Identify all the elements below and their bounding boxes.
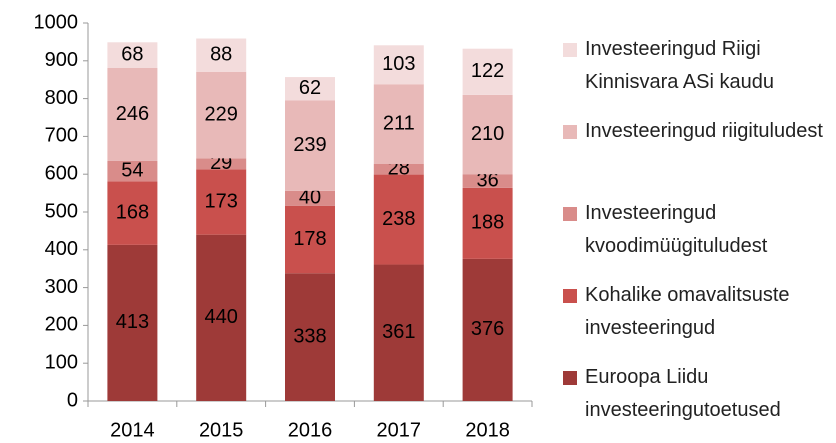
- data-label: 103: [382, 53, 415, 75]
- y-tick-label: 800: [45, 87, 78, 109]
- legend-swatch: [563, 43, 577, 57]
- data-label: 178: [293, 228, 326, 250]
- y-tick-label: 200: [45, 314, 78, 336]
- y-tick-label: 300: [45, 276, 78, 298]
- y-tick-label: 1000: [34, 11, 79, 33]
- bar-segment: [462, 48, 513, 95]
- bar-segment: [107, 160, 158, 182]
- data-label: 210: [471, 123, 504, 145]
- bar-segment: [462, 187, 513, 259]
- data-label: 88: [210, 43, 232, 65]
- data-label: 229: [205, 103, 238, 125]
- data-label: 188: [471, 212, 504, 234]
- bar-segment: [373, 264, 424, 401]
- data-label: 376: [471, 318, 504, 340]
- bar-segment: [285, 100, 335, 191]
- bar-segment: [373, 84, 424, 164]
- bar-segment: [462, 94, 513, 175]
- y-tick-label: 400: [45, 238, 78, 260]
- data-label: 173: [205, 190, 238, 212]
- legend-label: Investeeringud kvoodimüügituludest: [585, 202, 768, 257]
- legend-swatch: [563, 371, 577, 385]
- bar-segment: [107, 42, 158, 68]
- x-tick-label: 2014: [110, 419, 155, 441]
- bar-segment: [107, 181, 158, 245]
- data-label: 62: [299, 77, 321, 99]
- y-tick-label: 0: [67, 389, 78, 411]
- x-tick-label: 2017: [377, 419, 422, 441]
- data-label: 68: [121, 43, 143, 65]
- bar-segment: [107, 244, 158, 401]
- x-tick-label: 2016: [288, 419, 333, 441]
- bar-segment: [196, 71, 247, 159]
- legend-label: Investeeringud riigituludest: [585, 120, 823, 142]
- bar-segment: [462, 258, 513, 401]
- bar-segment: [373, 174, 424, 265]
- y-tick-label: 900: [45, 49, 78, 71]
- data-label: 40: [299, 187, 321, 209]
- bar-segment: [373, 45, 424, 85]
- bar-segment: [196, 158, 247, 170]
- bar-segment: [196, 38, 247, 72]
- bar-segment: [285, 190, 335, 206]
- legend-swatch: [563, 125, 577, 139]
- bar-segment: [196, 234, 247, 401]
- bar-segment: [462, 174, 513, 188]
- data-label: 239: [293, 134, 326, 156]
- bar-segment: [285, 77, 335, 101]
- bar-segment: [373, 163, 424, 175]
- x-tick-label: 2015: [199, 419, 244, 441]
- y-tick-label: 500: [45, 200, 78, 222]
- data-label: 338: [293, 325, 326, 347]
- data-label: 36: [476, 169, 498, 191]
- data-label: 122: [471, 60, 504, 82]
- data-label: 413: [116, 311, 149, 333]
- legend-label: Euroopa Liidu investeeringutoetused: [585, 366, 781, 421]
- legend-label: Investeeringud Riigi Kinnisvara ASi kaud…: [585, 38, 775, 93]
- data-label: 211: [383, 112, 415, 134]
- data-label: 246: [116, 103, 149, 125]
- y-tick-label: 600: [45, 162, 78, 184]
- bar-segment: [196, 169, 247, 235]
- y-tick-label: 700: [45, 125, 78, 147]
- y-tick-label: 100: [45, 351, 78, 373]
- data-label: 168: [116, 201, 149, 223]
- bar-segment: [285, 205, 335, 274]
- data-label: 440: [205, 306, 238, 328]
- legend-swatch: [563, 289, 577, 303]
- bar-segment: [107, 67, 158, 161]
- data-label: 361: [382, 321, 415, 343]
- bar-segment: [285, 273, 335, 401]
- legend-swatch: [563, 207, 577, 221]
- x-tick-label: 2018: [465, 419, 510, 441]
- data-label: 238: [382, 208, 415, 230]
- legend-label: Kohalike omavalitsuste investeeringud: [585, 284, 790, 339]
- data-label: 54: [121, 159, 143, 181]
